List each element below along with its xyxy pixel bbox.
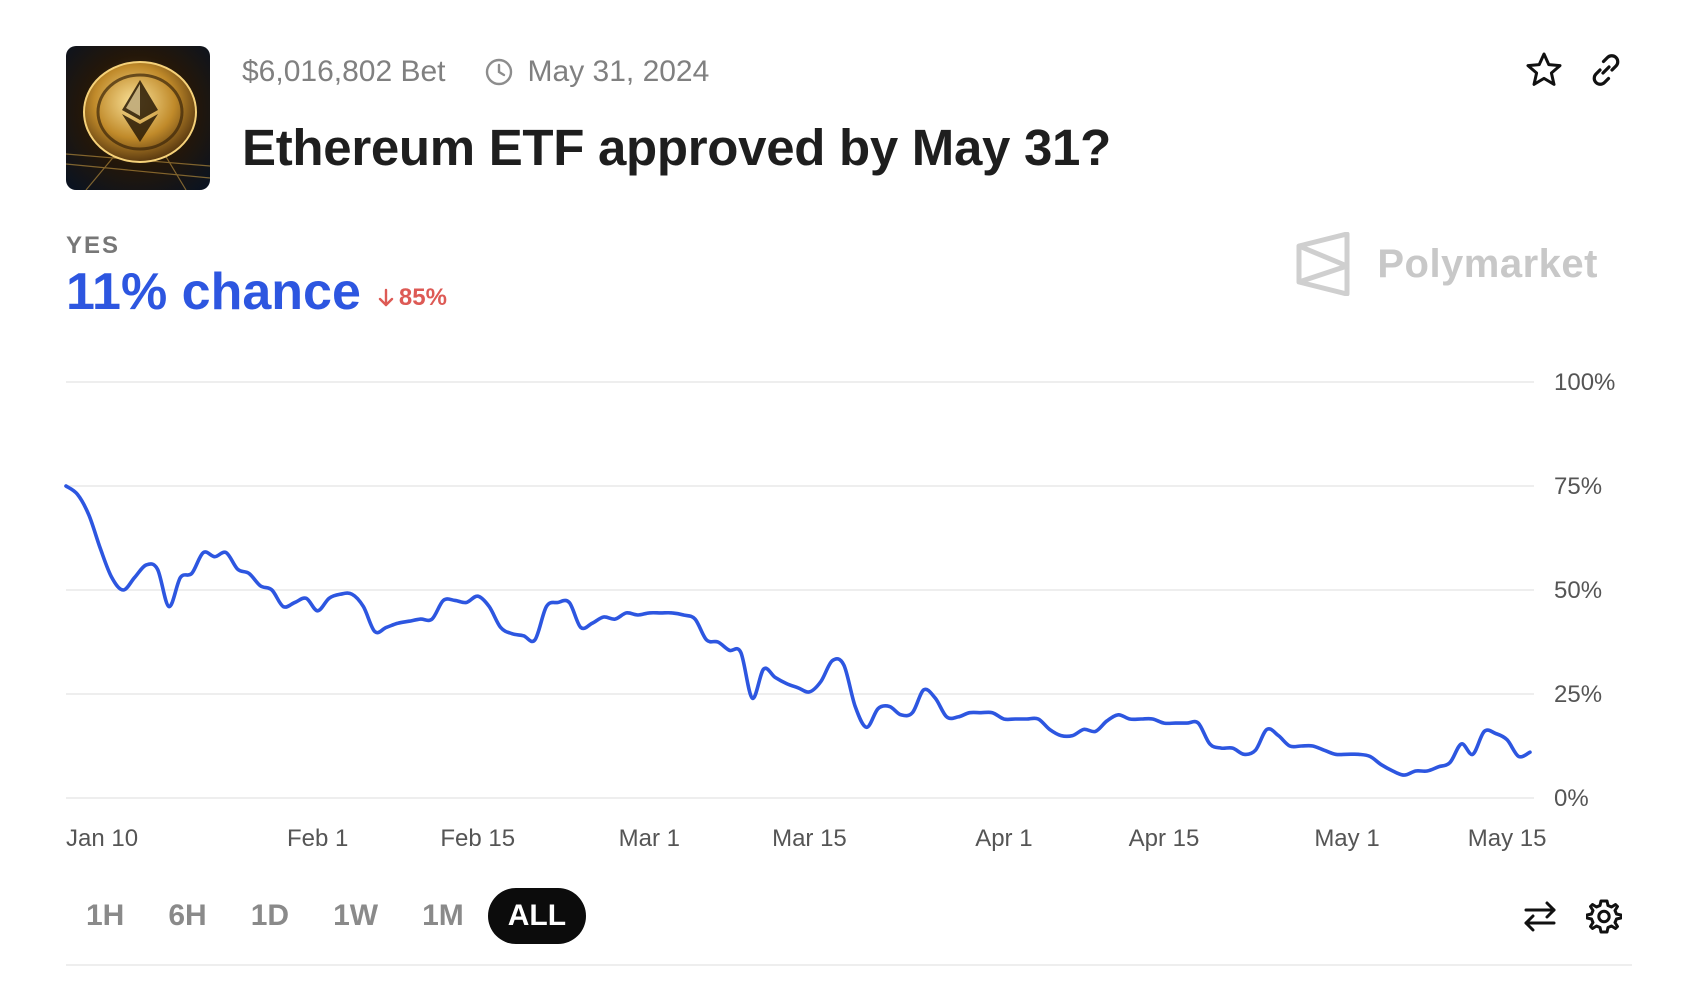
outcome-label: YES — [66, 232, 121, 259]
y-tick-label: 75% — [1554, 473, 1602, 500]
range-button-1w[interactable]: 1W — [333, 899, 379, 932]
change-badge: 85% — [377, 284, 447, 312]
x-tick-label: Mar 15 — [772, 825, 847, 852]
price-line — [64, 484, 1532, 777]
range-button-1m[interactable]: 1M — [422, 899, 464, 932]
header-actions — [1524, 50, 1626, 90]
volume-text: $6,016,802 Bet — [242, 55, 446, 88]
clock-icon — [484, 57, 514, 87]
bottom-divider — [66, 964, 1632, 966]
range-button-1h[interactable]: 1H — [86, 899, 125, 932]
y-tick-label: 0% — [1554, 785, 1589, 812]
brand-name: Polymarket — [1377, 241, 1598, 286]
x-tick-label: Apr 15 — [1129, 825, 1200, 852]
y-tick-label: 100% — [1554, 369, 1615, 396]
swap-icon[interactable] — [1518, 894, 1562, 938]
ethereum-coin-image — [66, 46, 210, 190]
change-text: 85% — [398, 284, 447, 311]
star-icon[interactable] — [1524, 50, 1564, 90]
market-meta: $6,016,802 Bet May 31, 2024 — [242, 52, 709, 92]
range-button-1d[interactable]: 1D — [250, 899, 290, 932]
arrow-down-icon — [378, 288, 394, 307]
y-tick-label: 50% — [1554, 577, 1602, 604]
end-date-text: May 31, 2024 — [527, 55, 710, 88]
x-tick-label: May 1 — [1314, 825, 1379, 852]
chance-text: 11% chance — [66, 263, 361, 321]
x-tick-label: Feb 1 — [287, 825, 348, 852]
x-tick-label: May 15 — [1468, 825, 1547, 852]
range-button-all[interactable]: ALL — [487, 888, 587, 944]
link-icon[interactable] — [1586, 50, 1626, 90]
market-title: Ethereum ETF approved by May 31? — [242, 119, 1111, 176]
range-selector: 1H 6H 1D 1W 1M ALL — [66, 888, 590, 944]
chance-row: 11% chance 85% — [66, 262, 447, 322]
x-tick-label: Jan 10 — [66, 825, 138, 852]
settings-icon[interactable] — [1582, 894, 1626, 938]
x-tick-label: Feb 15 — [440, 825, 515, 852]
chart-actions — [1518, 894, 1626, 938]
polymarket-logo-icon — [1296, 232, 1350, 296]
x-tick-label: Apr 1 — [975, 825, 1032, 852]
range-button-6h[interactable]: 6H — [168, 899, 207, 932]
market-thumbnail — [66, 46, 210, 190]
brand-watermark: Polymarket — [1295, 232, 1598, 296]
y-tick-label: 25% — [1554, 681, 1602, 708]
x-tick-label: Mar 1 — [619, 825, 680, 852]
